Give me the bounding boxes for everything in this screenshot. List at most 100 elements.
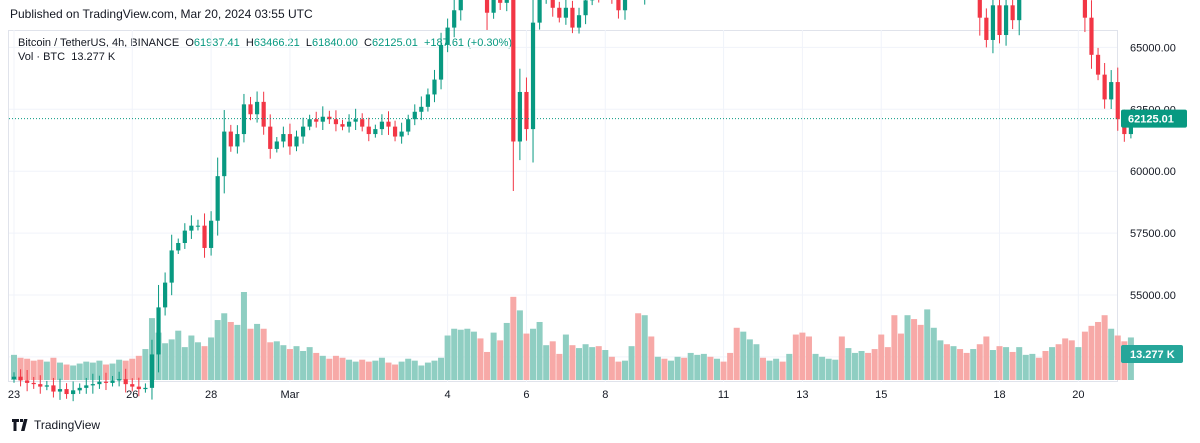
candle-body bbox=[163, 282, 168, 308]
candle-body bbox=[31, 382, 36, 385]
candle-body bbox=[202, 225, 207, 248]
candle-body bbox=[38, 384, 43, 387]
candle-body bbox=[504, 0, 509, 3]
tradingview-logo[interactable]: TradingView bbox=[12, 418, 100, 432]
volume-bar bbox=[352, 361, 359, 380]
candle-body bbox=[550, 0, 555, 8]
candle-body bbox=[406, 119, 411, 132]
volume-bar bbox=[234, 324, 241, 380]
volume-bar bbox=[1075, 347, 1082, 380]
volume-bar bbox=[897, 333, 904, 380]
volume-bar bbox=[924, 309, 931, 380]
candle-body bbox=[268, 126, 273, 149]
candle-body bbox=[1109, 82, 1114, 100]
candle-body bbox=[997, 5, 1002, 36]
candle-body bbox=[557, 7, 562, 18]
volume-bar bbox=[17, 357, 24, 380]
volume-bar bbox=[24, 358, 31, 380]
volume-bar bbox=[1114, 335, 1121, 380]
candle-body bbox=[425, 94, 431, 107]
candle-body bbox=[274, 141, 279, 149]
volume-bar bbox=[825, 358, 832, 380]
price-tick-label: 65000.00 bbox=[1130, 42, 1176, 54]
volume-bar bbox=[641, 315, 648, 380]
time-tick-label: 6 bbox=[523, 389, 529, 401]
candle-body bbox=[1102, 74, 1107, 100]
candle-body bbox=[1010, 5, 1015, 21]
last-price-tag-label: 62125.01 bbox=[1128, 114, 1174, 126]
volume-bar bbox=[254, 323, 261, 380]
candle-body bbox=[333, 119, 339, 125]
volume-bar bbox=[464, 328, 471, 380]
volume-bar bbox=[109, 363, 116, 380]
candle-body bbox=[130, 384, 135, 387]
volume-bar bbox=[424, 362, 431, 380]
time-tick-label: 4 bbox=[445, 389, 451, 401]
candle-body bbox=[583, 0, 588, 16]
volume-legend: Vol · BTC 13.277 K bbox=[18, 51, 115, 63]
volume-bar bbox=[411, 360, 418, 380]
volume-bar bbox=[536, 321, 543, 380]
volume-bar bbox=[733, 327, 740, 380]
volume-bar bbox=[168, 339, 175, 380]
volume-bar bbox=[1062, 338, 1069, 380]
volume-bar bbox=[819, 356, 826, 380]
candle-body bbox=[103, 381, 109, 383]
volume-value: 13.277 K bbox=[71, 51, 116, 63]
candle-body bbox=[149, 354, 155, 388]
volume-bar bbox=[635, 313, 642, 380]
volume-bar bbox=[687, 352, 694, 380]
candle-body bbox=[392, 126, 398, 137]
volume-bar bbox=[884, 347, 891, 380]
volume-bar bbox=[306, 347, 313, 380]
volume-bar bbox=[102, 364, 109, 380]
volume-bar bbox=[503, 322, 510, 380]
candle-body bbox=[353, 119, 358, 122]
candle-body bbox=[143, 387, 148, 390]
candle-body bbox=[123, 379, 128, 385]
volume-bar bbox=[89, 362, 96, 380]
volume-bar bbox=[1022, 354, 1029, 380]
volume-bar bbox=[372, 360, 379, 380]
price-tick-label: 60000.00 bbox=[1130, 166, 1176, 178]
volume-bar bbox=[135, 355, 142, 380]
volume-bar bbox=[208, 337, 215, 380]
volume-bar bbox=[674, 356, 681, 380]
volume-bar bbox=[943, 344, 950, 380]
volume-bar bbox=[937, 340, 944, 380]
volume-bar bbox=[37, 359, 44, 380]
volume-bar bbox=[773, 358, 780, 380]
volume-bar bbox=[740, 331, 747, 380]
time-tick-label: 20 bbox=[1072, 389, 1084, 401]
candle-body bbox=[386, 121, 391, 127]
candle-body bbox=[235, 134, 240, 147]
volume-bar bbox=[339, 357, 346, 380]
volume-bar bbox=[1055, 344, 1062, 380]
volume-bar bbox=[694, 354, 701, 380]
volume-bar bbox=[865, 352, 872, 380]
volume-bar bbox=[188, 335, 195, 380]
volume-bar bbox=[1049, 347, 1056, 380]
volume-bar bbox=[1088, 325, 1095, 380]
volume-bar bbox=[76, 363, 83, 380]
candle-body bbox=[241, 104, 247, 135]
volume-bar bbox=[713, 358, 720, 380]
candle-body bbox=[511, 0, 516, 142]
volume-bar bbox=[332, 355, 339, 380]
volume-bar bbox=[562, 334, 569, 380]
candle-body bbox=[412, 111, 417, 120]
volume-bar bbox=[1035, 357, 1042, 380]
candle-body bbox=[176, 243, 181, 251]
time-tick-label: 15 bbox=[875, 389, 887, 401]
candle-body bbox=[320, 116, 325, 122]
candle-body bbox=[491, 0, 496, 13]
volume-bar bbox=[451, 328, 458, 380]
volume-label: Vol · BTC bbox=[18, 51, 66, 63]
volume-bar bbox=[365, 361, 372, 380]
volume-bar bbox=[385, 362, 392, 380]
candle-body bbox=[984, 17, 989, 40]
volume-bar bbox=[996, 346, 1003, 380]
volume-bar bbox=[792, 334, 799, 380]
candle-body bbox=[57, 389, 63, 392]
volume-bar bbox=[661, 358, 668, 380]
